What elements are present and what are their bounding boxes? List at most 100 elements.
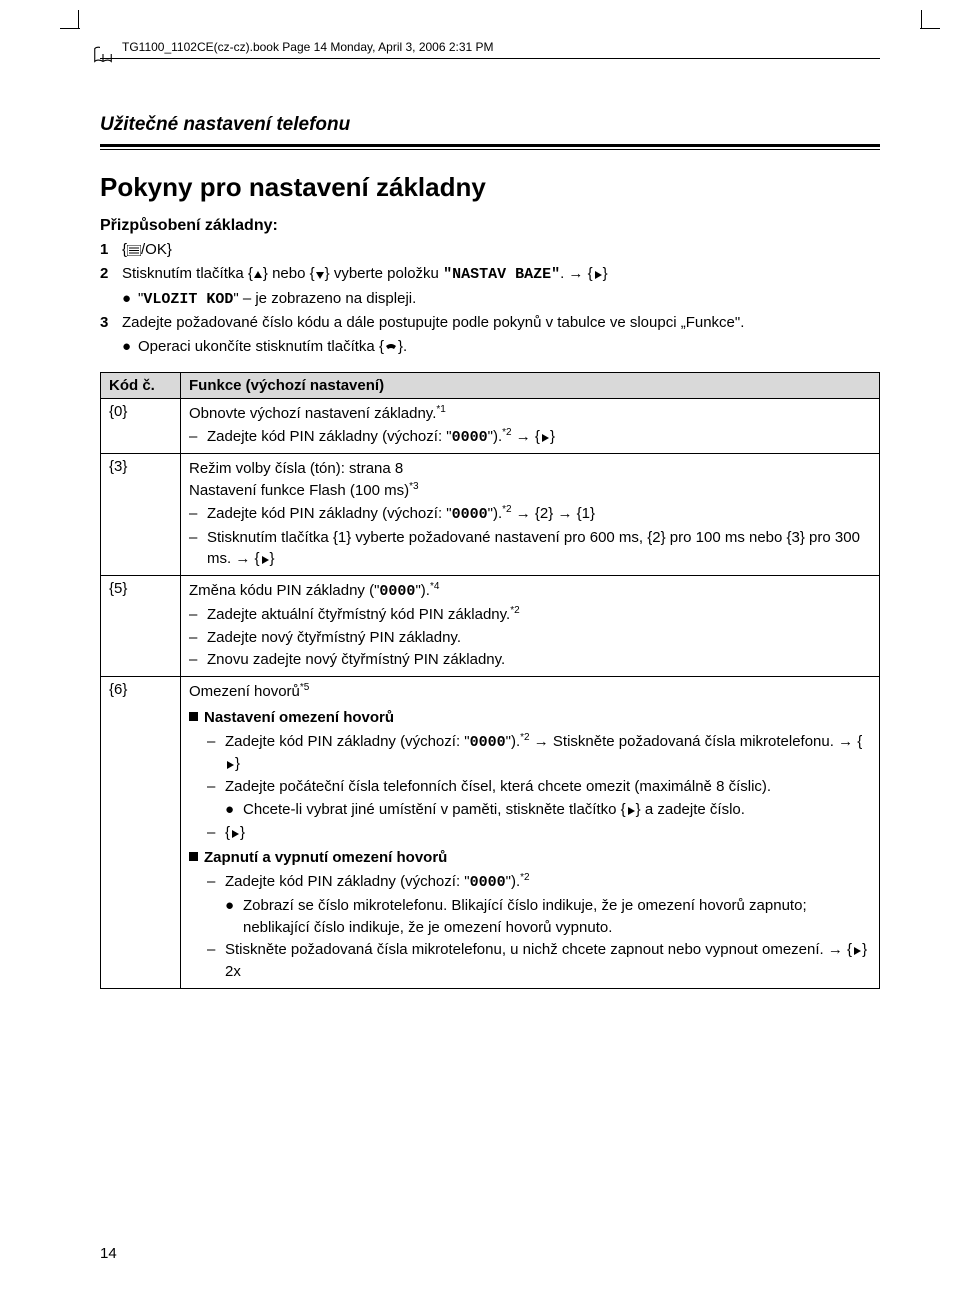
col-header-func: Funkce (výchozí nastavení) bbox=[181, 372, 880, 398]
r5-d1: Zadejte aktuální čtyřmístný kód PIN zákl… bbox=[207, 606, 510, 623]
r6-sup5: *5 bbox=[300, 682, 309, 693]
r6b1-d2: Zadejte počáteční čísla telefonních číse… bbox=[225, 776, 871, 798]
r3-d1a: Zadejte kód PIN základny (výchozí: " bbox=[207, 505, 452, 522]
r3-d1c: → {2} → {1} bbox=[512, 505, 595, 522]
down-arrow-icon bbox=[315, 270, 325, 280]
col-header-code: Kód č. bbox=[101, 372, 181, 398]
ok-label: /OK bbox=[141, 241, 167, 258]
table-row-6: {6} Omezení hovorů*5 Nastavení omezení h… bbox=[101, 677, 880, 989]
r3-line2: Nastavení funkce Flash (100 ms) bbox=[189, 482, 409, 499]
step2-item: "NASTAV BAZE" bbox=[443, 266, 560, 283]
r6b1-bullet: Chcete-li vybrat jiné umístění v paměti,… bbox=[243, 801, 621, 818]
step2b-kod: VLOZIT KOD bbox=[143, 291, 233, 308]
code-5: {5} bbox=[101, 576, 181, 677]
code-6: {6} bbox=[101, 677, 181, 989]
book-source-header: TG1100_1102CE(cz-cz).book Page 14 Monday… bbox=[100, 40, 880, 54]
step3b-text: Operaci ukončíte stisknutím tlačítka bbox=[138, 338, 379, 355]
r0-d1b: "). bbox=[488, 428, 503, 445]
r0-pin: 0000 bbox=[452, 429, 488, 446]
r6b1-d1b: "). bbox=[506, 733, 521, 750]
up-arrow-icon bbox=[253, 270, 263, 280]
right-key-r6d bbox=[847, 941, 867, 958]
step2-text-a: Stisknutím tlačítka bbox=[122, 265, 248, 282]
page-number: 14 bbox=[100, 1245, 117, 1262]
code-0: {0} bbox=[101, 398, 181, 454]
r5-pin: 0000 bbox=[379, 583, 415, 600]
table-row-5: {5} Změna kódu PIN základny ("0000").*4 … bbox=[101, 576, 880, 677]
r6b2-bullet: Zobrazí se číslo mikrotelefonu. Blikajíc… bbox=[243, 895, 871, 939]
step-2: 2 Stisknutím tlačítka nebo vyberte polož… bbox=[100, 263, 880, 286]
table-row-3: {3} Režim volby čísla (tón): strana 8 Na… bbox=[101, 454, 880, 576]
right-arrow-icon bbox=[540, 433, 550, 443]
r6b1-d1c: → Stiskněte požadovaná čísla mikrotelefo… bbox=[530, 733, 858, 750]
r5-sup4: *4 bbox=[430, 581, 439, 592]
section-rule bbox=[100, 144, 880, 150]
steps-list: 1 /OK 2 Stisknutím tlačítka nebo vyberte… bbox=[100, 239, 880, 358]
right-arrow-icon bbox=[260, 555, 270, 565]
right-key-r6b bbox=[621, 801, 641, 818]
right-key-r3 bbox=[255, 550, 275, 567]
right-key-r6c bbox=[225, 824, 245, 841]
hangup-icon bbox=[384, 342, 398, 353]
r5-sup2: *2 bbox=[510, 605, 519, 616]
r6-block1-title: Nastavení omezení hovorů bbox=[189, 707, 871, 729]
function-table: Kód č. Funkce (výchozí nastavení) {0} Ob… bbox=[100, 372, 880, 989]
r6b2-sup2: *2 bbox=[520, 872, 529, 883]
step-3: 3 Zadejte požadované číslo kódu a dále p… bbox=[100, 312, 880, 334]
step2-bullet: ● "VLOZIT KOD" – je zobrazeno na displej… bbox=[100, 288, 880, 311]
right-key bbox=[588, 265, 608, 282]
r6-block2-title: Zapnutí a vypnutí omezení hovorů bbox=[189, 847, 871, 869]
r3-d1b: "). bbox=[488, 505, 503, 522]
r0-d1a: Zadejte kód PIN základny (výchozí: " bbox=[207, 428, 452, 445]
r6-b1-title: Nastavení omezení hovorů bbox=[204, 709, 394, 726]
right-arrow-icon bbox=[626, 806, 636, 816]
r0-d1c: → bbox=[512, 428, 535, 445]
r6b2-d1b: "). bbox=[506, 873, 521, 890]
menu-icon bbox=[127, 245, 141, 256]
r5-l1a: Změna kódu PIN základny (" bbox=[189, 582, 379, 599]
menu-ok-key: /OK bbox=[122, 241, 172, 258]
step2-text-c: vyberte položku bbox=[330, 265, 443, 282]
right-arrow-icon bbox=[230, 829, 240, 839]
r6b2-d2: Stiskněte požadovaná čísla mikrotelefonu… bbox=[225, 941, 847, 958]
book-header-text: TG1100_1102CE(cz-cz).book Page 14 Monday… bbox=[100, 40, 500, 54]
table-row-0: {0} Obnovte výchozí nastavení základny.*… bbox=[101, 398, 880, 454]
main-heading: Pokyny pro nastavení základny bbox=[100, 172, 880, 203]
r5-d3: Znovu zadejte nový čtyřmístný PIN základ… bbox=[207, 649, 871, 671]
r6b2-d2b: 2x bbox=[225, 963, 241, 980]
section-title: Užitečné nastavení telefonu bbox=[100, 114, 880, 136]
right-arrow-icon bbox=[593, 270, 603, 280]
down-key bbox=[310, 265, 330, 282]
right-arrow-icon bbox=[852, 946, 862, 956]
r0-line1: Obnovte výchozí nastavení základny. bbox=[189, 405, 436, 422]
r6b1-bullet-b: a zadejte číslo. bbox=[641, 801, 745, 818]
right-key-r0 bbox=[535, 428, 555, 445]
up-key bbox=[248, 265, 268, 282]
step-1: 1 /OK bbox=[100, 239, 880, 261]
step2-text-b: nebo bbox=[268, 265, 310, 282]
right-arrow-icon bbox=[225, 760, 235, 770]
r6b2-pin: 0000 bbox=[470, 874, 506, 891]
r6b1-sup2: *2 bbox=[520, 732, 529, 743]
r6b1-pin: 0000 bbox=[470, 734, 506, 751]
r0-sup1: *1 bbox=[436, 404, 445, 415]
r3-line1: Režim volby čísla (tón): strana 8 bbox=[189, 458, 871, 480]
r6-line1: Omezení hovorů bbox=[189, 683, 300, 700]
code-3: {3} bbox=[101, 454, 181, 576]
r6b1-d1a: Zadejte kód PIN základny (výchozí: " bbox=[225, 733, 470, 750]
step2b-qb: " – je zobrazeno na displeji. bbox=[233, 290, 416, 307]
r0-sup2: *2 bbox=[502, 427, 511, 438]
step2-arrow: . → bbox=[560, 265, 588, 282]
step3-bullet: ● Operaci ukončíte stisknutím tlačítka . bbox=[100, 336, 880, 358]
r3-pin: 0000 bbox=[452, 506, 488, 523]
r3-sup2: *2 bbox=[502, 504, 511, 515]
r6b2-d1a: Zadejte kód PIN základny (výchozí: " bbox=[225, 873, 470, 890]
r6-b2-title: Zapnutí a vypnutí omezení hovorů bbox=[204, 849, 447, 866]
r5-d2: Zadejte nový čtyřmístný PIN základny. bbox=[207, 627, 871, 649]
r3-d2: Stisknutím tlačítka {1} vyberte požadova… bbox=[207, 529, 860, 568]
r5-l1b: "). bbox=[415, 582, 430, 599]
hangup-key bbox=[379, 338, 403, 355]
r3-sup3: *3 bbox=[409, 481, 418, 492]
step3-text: Zadejte požadované číslo kódu a dále pos… bbox=[122, 312, 880, 334]
sub-heading: Přizpůsobení základny: bbox=[100, 217, 880, 235]
